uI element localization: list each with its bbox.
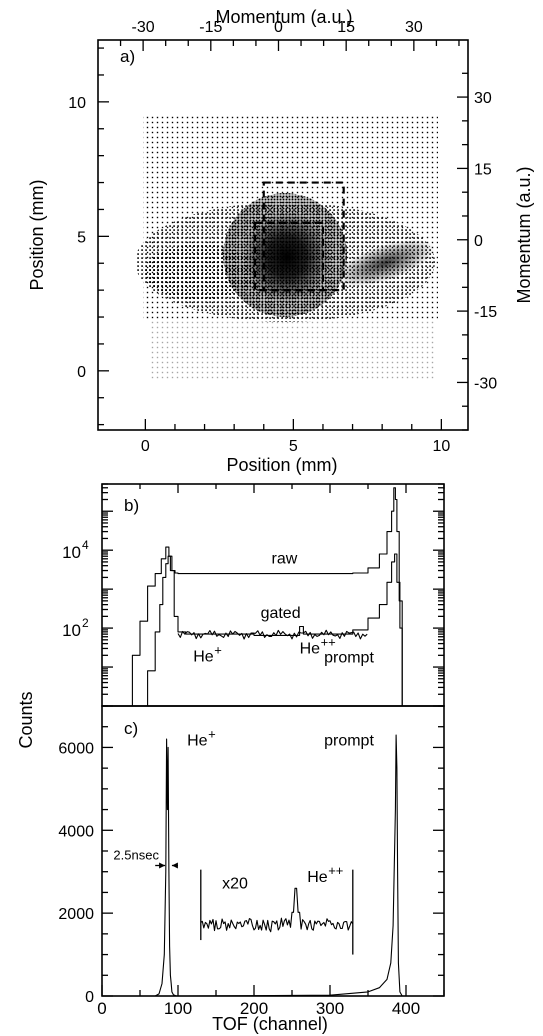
left-tick-label: 4000	[58, 823, 94, 840]
right-tick-label: 0	[474, 233, 483, 250]
left-tick-label: 10	[68, 95, 86, 112]
bottom-axis-label: Position (mm)	[226, 455, 337, 475]
panel-b-series	[127, 487, 403, 707]
panel-a-label: a)	[120, 47, 135, 66]
bottom-tick-label: 300	[316, 999, 344, 1018]
panel-b-label: b)	[124, 496, 139, 515]
left-tick-label: 0	[77, 364, 86, 381]
panel-b-frame	[101, 483, 445, 707]
fwhm-arrowhead-right	[171, 862, 178, 869]
annotation-superscript: ++	[321, 635, 336, 650]
heatmap-left-shoulder	[145, 244, 255, 300]
bottom-tick-label: 0	[141, 438, 150, 455]
left-tick-label: 2000	[58, 906, 94, 923]
right-axis-label: Momentum (a.u.)	[514, 166, 534, 303]
top-axis-label: Momentum (a.u.)	[215, 7, 352, 27]
bottom-tick-label: 200	[240, 999, 268, 1018]
right-tick-label: -30	[474, 375, 497, 392]
right-tick-label: -15	[474, 304, 497, 321]
dashed-gate-boxes	[253, 181, 345, 292]
log-tick-exponent: 2	[82, 616, 89, 630]
panel-c-series	[102, 734, 444, 997]
annotation: He	[193, 648, 214, 665]
heatmap-core	[243, 211, 331, 303]
annotation: prompt	[324, 650, 374, 667]
top-tick-label: 15	[337, 19, 355, 36]
right-tick-label: 15	[474, 161, 492, 178]
dashed-gate-box	[262, 181, 345, 292]
annotation: 2.5nsec	[113, 847, 159, 862]
bottom-tick-label: 5	[289, 438, 298, 455]
series-gated	[138, 553, 403, 707]
log-tick-exponent: 4	[82, 538, 89, 552]
annotation-superscript: +	[208, 726, 216, 741]
annotation: gated	[261, 605, 301, 622]
tof-axis-label: TOF (channel)	[212, 1014, 328, 1034]
left-tick-label: 0	[85, 989, 94, 1006]
left-axis-label: Position (mm)	[27, 179, 47, 290]
bottom-tick-label: 0	[97, 999, 106, 1018]
heatmap-density	[135, 114, 438, 379]
annotation: raw	[272, 551, 298, 568]
panel-c-label: c)	[124, 719, 138, 738]
annotation-superscript: +	[214, 642, 222, 657]
x20-inset-trace	[200, 887, 354, 933]
series-raw	[127, 487, 403, 707]
right-tick-label: 30	[474, 90, 492, 107]
annotation: He	[187, 732, 208, 749]
top-tick-label: -30	[132, 19, 155, 36]
log-tick-label: 10	[62, 543, 81, 562]
top-tick-label: 0	[274, 19, 283, 36]
bottom-tick-label: 10	[432, 438, 450, 455]
gated-noise	[177, 629, 368, 640]
panel-a-frame	[97, 39, 469, 431]
heatmap-lower-scatter	[150, 319, 435, 379]
panel-a: 0 5 10 0 5 10 -30 -15 0 15 30 30 15 0 -15 -30 a) Moment…	[27, 7, 534, 475]
left-tick-label: 6000	[58, 740, 94, 757]
bottom-tick-label: 400	[392, 999, 420, 1018]
bottom-tick-label: 100	[164, 999, 192, 1018]
annotation-superscript: ++	[328, 863, 343, 878]
annotation: x20	[222, 875, 248, 892]
annotation: He	[300, 641, 321, 658]
annotation: He	[307, 869, 328, 886]
annotation: prompt	[324, 732, 374, 749]
panel-a-ticks: 0 5 10 0 5 10 -30 -15 0 15 30 30 15 0 -15 -30	[68, 19, 497, 455]
dashed-gate-box	[253, 221, 325, 292]
heatmap-tail	[335, 239, 435, 287]
tof-spectrum	[102, 734, 444, 997]
fwhm-arrowhead-left	[159, 862, 166, 869]
top-tick-label: 30	[405, 19, 423, 36]
left-tick-label: 5	[77, 229, 86, 246]
counts-axis-label: Counts	[16, 691, 36, 748]
top-tick-label: -15	[199, 19, 222, 36]
log-tick-label: 10	[62, 621, 81, 640]
